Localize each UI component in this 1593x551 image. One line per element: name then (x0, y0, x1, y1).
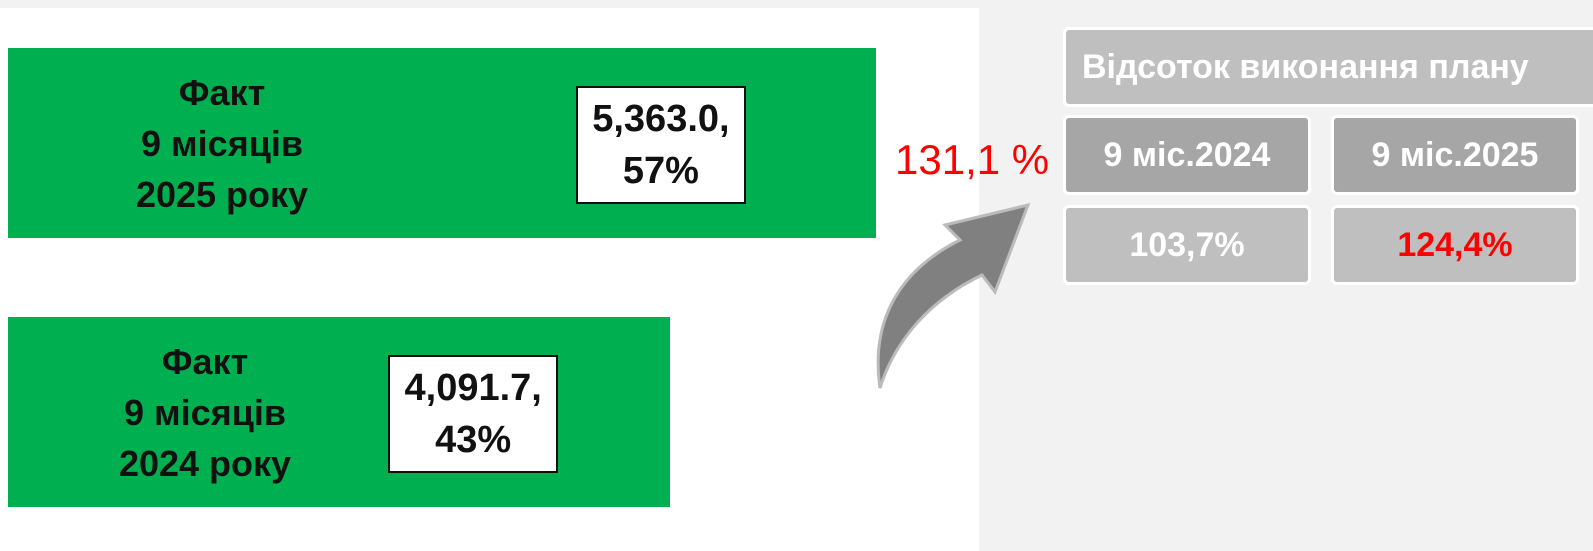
bar (8, 317, 671, 507)
arrow (876, 202, 1031, 389)
table-header: 9 міс.2025 (1331, 115, 1579, 195)
category-label: Факт 9 місяців 2025 року (135, 72, 309, 215)
category-label: Факт 9 місяців 2024 року (118, 341, 292, 484)
annotation: 131,1 % (895, 136, 1050, 183)
table-header: 9 міс.2024 (1063, 115, 1311, 195)
table-title: Відсоток виконання плану (1063, 27, 1593, 107)
value-label: 5,363.0, 57% (575, 86, 746, 204)
value-label: 4,091.7, 43% (388, 355, 559, 473)
table-cell: 103,7% (1063, 205, 1311, 285)
table-cell: 124,4% (1331, 205, 1579, 285)
